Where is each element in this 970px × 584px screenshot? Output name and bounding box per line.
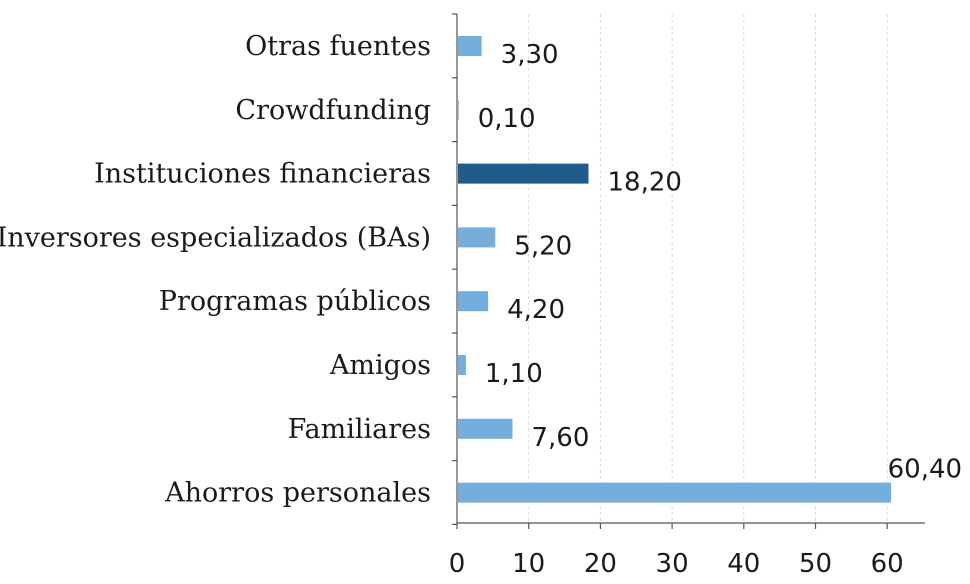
x-tick-label-20: 20 <box>584 549 617 579</box>
value-label-4: 4,20 <box>507 295 565 325</box>
x-axis-ticks: 0 10 20 30 40 50 60 <box>449 523 904 579</box>
category-label-4: Programas públicos <box>159 286 431 317</box>
bar-7 <box>458 482 892 503</box>
bar-4 <box>458 291 489 312</box>
x-tick-label-30: 30 <box>656 549 689 579</box>
grid-lines <box>528 14 888 523</box>
category-label-3: Inversores especializados (BAs) <box>0 222 431 253</box>
value-labels: 3,30 0,10 18,20 5,20 4,20 1,10 7,60 60,40 <box>478 40 962 485</box>
x-tick-label-10: 10 <box>512 549 545 579</box>
value-label-6: 7,60 <box>531 423 589 453</box>
x-tick-label-60: 60 <box>871 549 904 579</box>
value-label-2: 18,20 <box>607 168 681 198</box>
bar-5 <box>458 355 466 375</box>
category-label-2: Instituciones financieras <box>94 159 431 190</box>
bars <box>458 36 892 503</box>
category-label-1: Crowdfunding <box>235 95 431 126</box>
bar-0 <box>458 36 482 56</box>
category-label-5: Amigos <box>329 350 431 381</box>
bar-3 <box>458 227 496 248</box>
x-tick-label-0: 0 <box>449 549 466 579</box>
bar-2 <box>458 163 589 184</box>
value-label-1: 0,10 <box>478 104 536 134</box>
x-tick-label-50: 50 <box>799 549 832 579</box>
value-label-0: 3,30 <box>501 40 559 70</box>
x-tick-label-40: 40 <box>727 549 760 579</box>
value-label-7: 60,40 <box>888 455 962 485</box>
bar-1 <box>458 99 459 120</box>
category-labels: Otras fuentes Crowdfunding Instituciones f… <box>0 31 431 509</box>
category-label-7: Ahorros personales <box>164 478 431 509</box>
category-label-0: Otras fuentes <box>245 31 431 62</box>
bar-6 <box>458 418 513 439</box>
axes <box>452 13 925 526</box>
value-label-5: 1,10 <box>485 359 543 389</box>
category-label-6: Familiares <box>288 414 431 445</box>
value-label-3: 5,20 <box>514 231 572 261</box>
